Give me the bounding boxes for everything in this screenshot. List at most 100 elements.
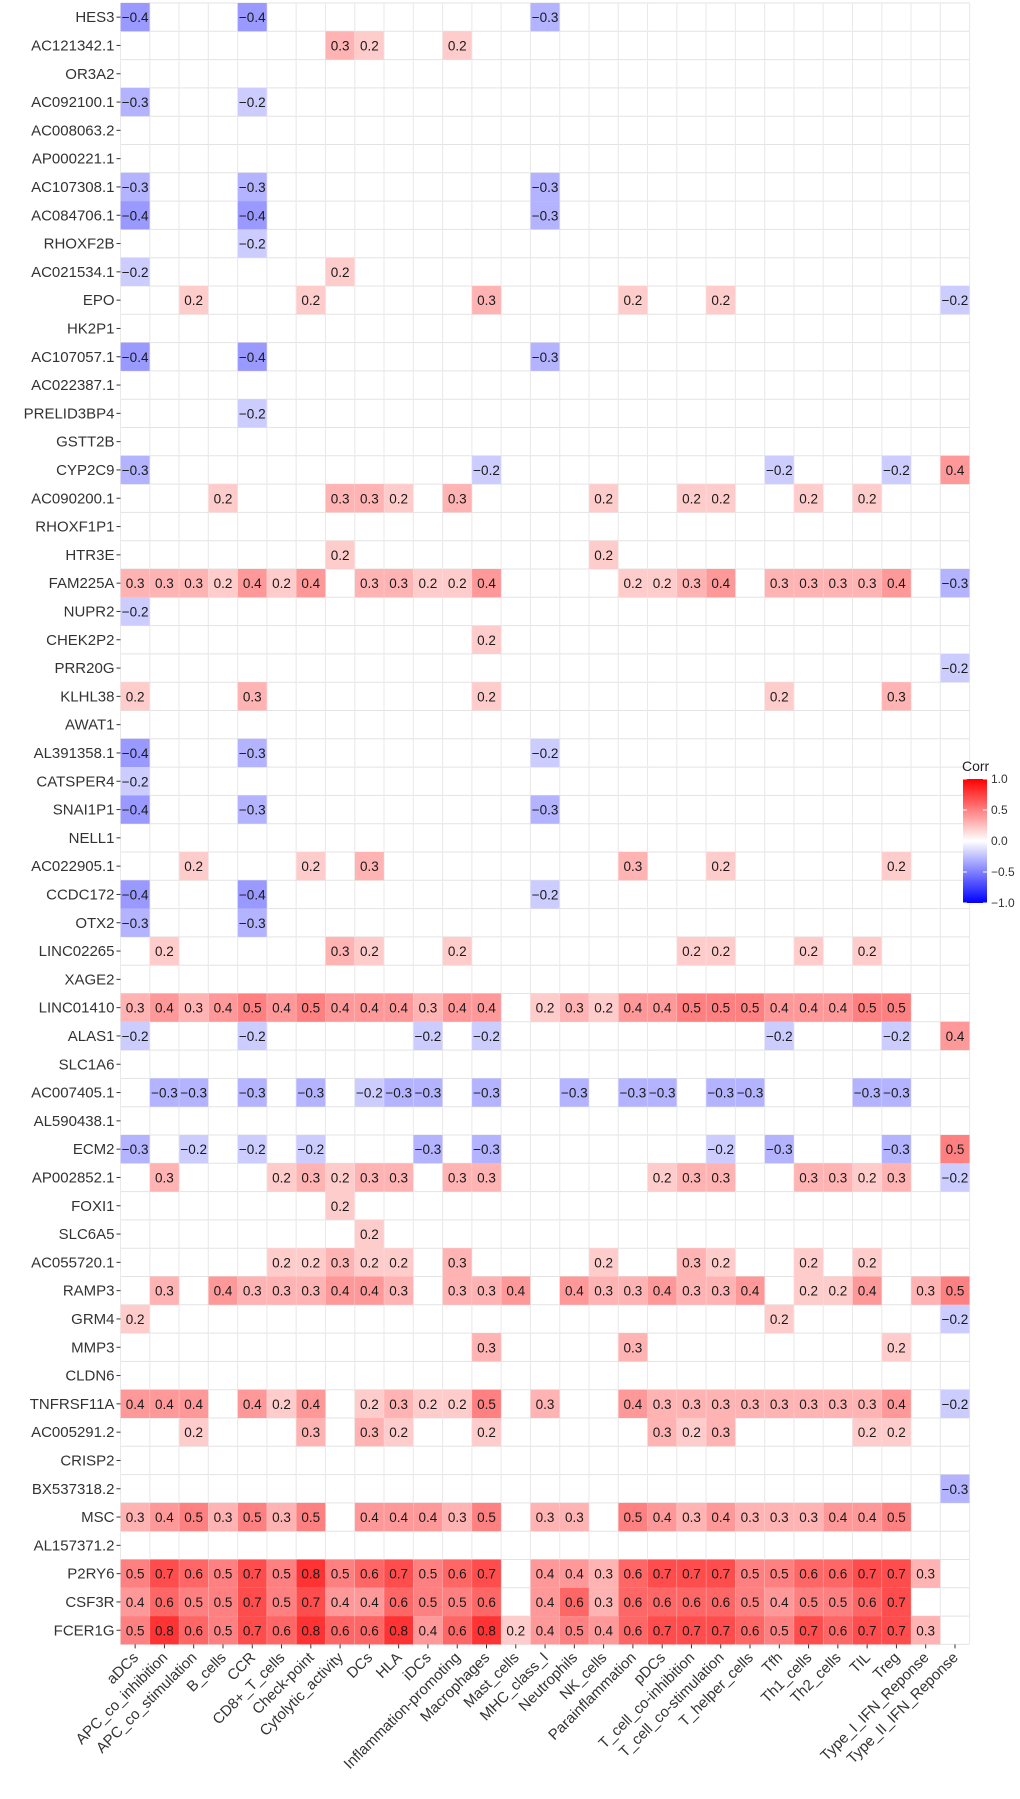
heatmap-cell [296,286,326,315]
cell-value-label: 0.2 [331,1170,350,1185]
heatmap-cell [852,1078,882,1107]
cell-value-label: 0.3 [477,1170,496,1185]
cell-value-label: 0.4 [770,1001,789,1016]
heatmap-cell [559,1276,589,1305]
heatmap-cell [764,1135,794,1164]
cell-value-label: 0.2 [887,1425,906,1440]
cell-value-label: 0.2 [653,576,672,591]
cell-value-label: −0.4 [122,208,149,223]
row-label: HTR3E [65,547,114,564]
cell-value-label: 0.3 [916,1284,935,1299]
cell-value-label: 0.5 [243,1510,262,1525]
cell-value-label: 0.4 [828,1510,847,1525]
heatmap-cell [149,1587,180,1617]
cell-value-label: −0.2 [532,887,559,902]
heatmap-cell [793,1248,824,1277]
cell-value-label: −0.2 [239,406,266,421]
heatmap-cell [647,1163,677,1192]
cell-value-label: −0.3 [239,180,266,195]
heatmap-cell [764,1559,794,1588]
heatmap-cell [471,1333,502,1362]
heatmap-cell [911,1276,941,1305]
heatmap-cell [120,1502,150,1532]
cell-value-label: 0.2 [477,633,496,648]
heatmap-cell [676,1559,707,1588]
heatmap-cell [706,1616,736,1645]
cell-value-label: −0.4 [122,10,149,25]
cell-value-label: −0.4 [239,208,266,223]
cell-value-label: 0.5 [126,1567,145,1582]
heatmap-cell [559,1502,589,1532]
heatmap-cell [471,1276,502,1305]
heatmap-cell [530,738,560,768]
cell-value-label: 0.3 [741,1397,760,1412]
cell-value-label: 0.2 [624,576,643,591]
heatmap-cell [442,31,472,60]
heatmap-cell [940,1276,970,1305]
heatmap-cell [442,569,472,598]
heatmap-cell [179,1502,209,1532]
heatmap-cell [676,484,707,513]
heatmap-cell [384,993,414,1022]
cell-value-label: 0.3 [477,1340,496,1355]
column-label: HLA [373,1649,406,1682]
cell-value-label: 0.5 [214,1595,233,1610]
heatmap-cell [823,1502,853,1532]
cell-value-label: −0.3 [122,1142,149,1157]
cell-value-label: 0.6 [682,1595,701,1610]
row-label: HES3 [75,9,114,26]
heatmap-cell [706,286,736,315]
heatmap-cell [149,569,180,598]
heatmap-cell [237,342,267,371]
cell-value-label: −0.3 [151,1086,178,1101]
heatmap-cell [325,1276,355,1305]
heatmap-cell [706,1559,736,1588]
cell-value-label: 0.6 [711,1595,730,1610]
cell-value-label: −0.2 [883,463,910,478]
cell-value-label: −0.3 [239,916,266,931]
column-label: DCs [344,1649,377,1682]
heatmap-cell [179,569,209,598]
heatmap-cell [706,1276,736,1305]
heatmap-cell [530,1502,560,1532]
cell-value-label: −0.2 [239,237,266,252]
heatmap-cell [149,1389,180,1418]
cell-value-label: 0.3 [448,1510,467,1525]
cell-value-label: 0.2 [331,265,350,280]
heatmap-cell [296,852,326,881]
heatmap-cell [588,1559,619,1588]
cell-value-label: 0.5 [946,1142,965,1157]
cell-value-label: 0.2 [594,491,613,506]
heatmap-cell [208,1559,238,1588]
heatmap-cell [706,1587,736,1617]
row-labels: HES3 AC121342.1 OR3A2 AC092100.1 AC008063.2 A… [24,9,121,1639]
cell-value-label: 0.6 [624,1595,643,1610]
heatmap-cell [237,993,267,1022]
heatmap-cell [852,1248,882,1277]
heatmap-cell [208,484,238,513]
heatmap-cell [735,1276,765,1305]
heatmap-cell [676,1418,707,1447]
heatmap-cell [120,1616,150,1645]
cell-value-label: −0.2 [297,1142,324,1157]
heatmap-cell [881,1333,912,1362]
heatmap-cell [559,1078,589,1107]
heatmap-cell [647,1559,677,1588]
heatmap-cell [325,540,355,569]
row-label: KLHL38 [60,688,114,705]
cell-value-label: 0.4 [946,1029,965,1044]
cell-value-label: 0.3 [682,576,701,591]
cell-value-label: 0.3 [624,1340,643,1355]
heatmap-cell [471,1616,502,1645]
heatmap-cell [149,1078,180,1107]
cell-value-label: 0.2 [155,944,174,959]
cell-value-label: 0.4 [419,1623,438,1638]
cell-value-label: 0.4 [389,1510,408,1525]
heatmap-cell [296,1389,326,1418]
cell-value-label: −0.2 [122,604,149,619]
cell-value-label: −0.2 [122,265,149,280]
heatmap-cell [706,484,736,513]
row-label: PRELID3BP4 [24,405,115,422]
cell-value-label: 0.6 [741,1623,760,1638]
cell-value-label: −0.3 [473,1142,500,1157]
